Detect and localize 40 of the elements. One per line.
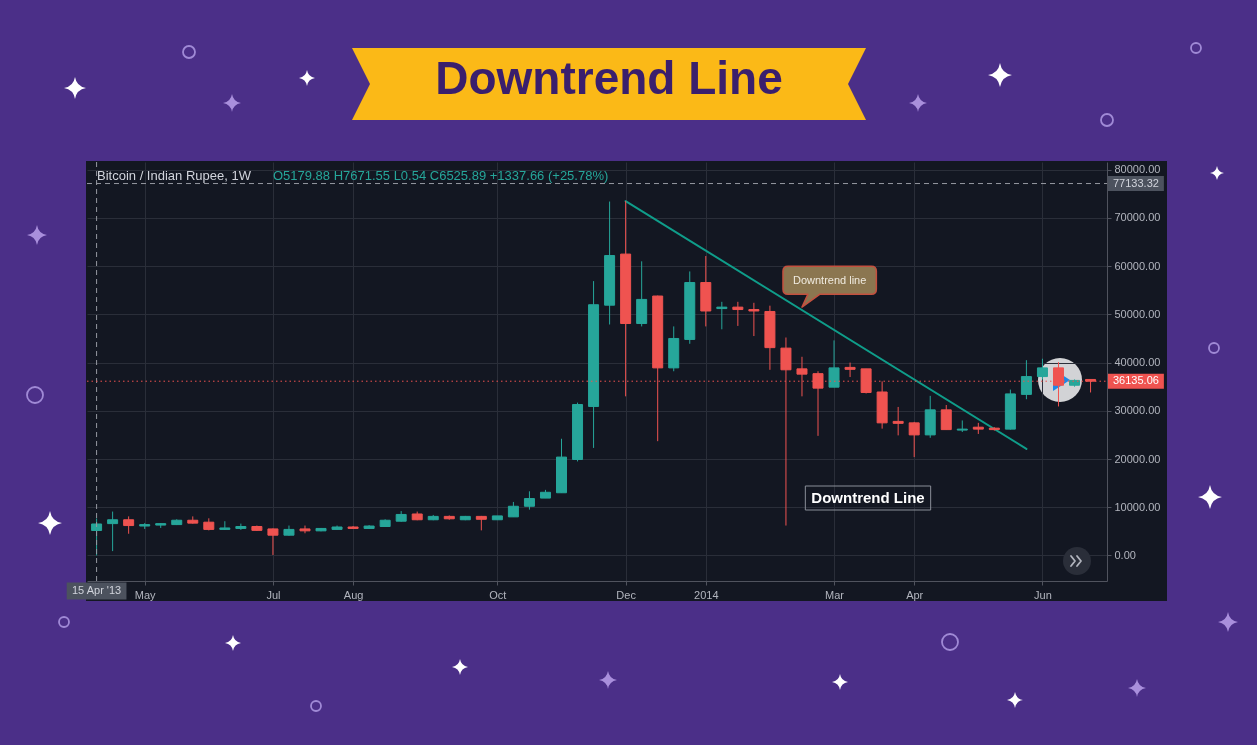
- y-tick-label: 20000.00: [1114, 452, 1161, 465]
- y-tick-label: 80000.00: [1114, 163, 1161, 176]
- x-tick-label: Jul: [266, 588, 281, 601]
- candlestick: [828, 339, 840, 388]
- candlestick: [267, 527, 279, 556]
- x-tick-label: Apr: [906, 588, 924, 601]
- candlestick: [908, 421, 920, 458]
- candlestick: [1036, 358, 1048, 380]
- y-tick-label: 10000.00: [1114, 500, 1161, 513]
- x-tick-label: May: [134, 588, 157, 601]
- candlestick: [892, 406, 904, 436]
- x-tick-label: Aug: [343, 588, 364, 601]
- ref-line-label: 36135.06: [1112, 374, 1159, 387]
- annotation: Downtrend line: [792, 274, 867, 287]
- annotation: Downtrend Line: [811, 489, 925, 506]
- candlestick: [716, 301, 728, 330]
- y-tick-label: 0.00: [1114, 548, 1136, 561]
- candlestick: [1020, 359, 1032, 400]
- candlestick: [732, 301, 744, 327]
- y-tick-label: 70000.00: [1114, 211, 1161, 224]
- y-tick-label: 50000.00: [1114, 307, 1161, 320]
- candlestick: [107, 511, 119, 552]
- y-tick-label: 30000.00: [1114, 404, 1161, 417]
- ref-line-label: 77133.32: [1112, 176, 1159, 189]
- candlestick: [523, 490, 535, 511]
- chart-subtitle: Bitcoin / Indian Rupee, 1W: [97, 168, 252, 183]
- y-tick-label: 60000.00: [1114, 259, 1161, 272]
- annotation: O5179.88 H7671.55 L0.54 C6525.89 +1337.66 (+25.78%): [272, 168, 609, 183]
- x-tick-label: Mar: [825, 588, 845, 601]
- x-tick-label: Dec: [616, 588, 637, 601]
- x-tick-label: Oct: [489, 588, 507, 601]
- chart-title: Downtrend Line: [435, 51, 783, 104]
- y-tick-label: 40000.00: [1114, 356, 1161, 369]
- candlestick: [235, 523, 247, 531]
- candlestick: [844, 362, 856, 378]
- candlestick: [940, 404, 952, 431]
- x-tick-label: Jun: [1034, 588, 1052, 601]
- x-tick-label: 2014: [694, 588, 719, 601]
- ref-line-label: 15 Apr '13: [71, 584, 122, 596]
- candlestick: [748, 302, 760, 337]
